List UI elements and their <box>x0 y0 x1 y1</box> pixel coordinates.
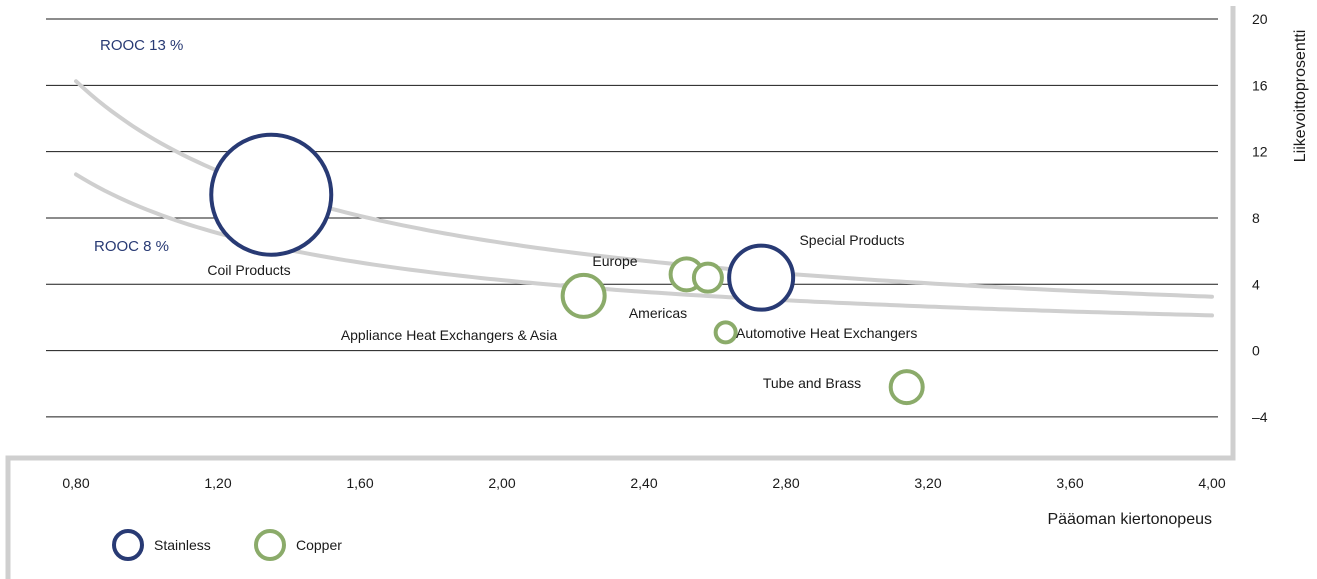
axis-frame <box>5 6 1236 579</box>
bubble-copper <box>560 272 607 319</box>
legend-swatch-stainless <box>112 529 144 561</box>
bubble-label: Coil Products <box>207 262 290 278</box>
x-tick-label: 4,00 <box>1198 475 1225 491</box>
y-tick-label: 4 <box>1252 276 1260 292</box>
bubble-copper <box>713 320 738 345</box>
legend-label: Copper <box>296 537 342 553</box>
x-tick-label: 1,20 <box>204 475 231 491</box>
bubble-label: Tube and Brass <box>763 375 861 391</box>
legend-label: Stainless <box>154 537 211 553</box>
bubble-label: Appliance Heat Exchangers & Asia <box>341 327 558 343</box>
x-tick-label: 2,80 <box>772 475 799 491</box>
bubble-copper <box>691 261 724 294</box>
y-tick-label: 16 <box>1252 77 1268 93</box>
bubble-stainless <box>727 243 796 312</box>
rooc-curve-label: ROOC 13 % <box>100 37 183 54</box>
rooc-curve-label: ROOC 8 % <box>94 238 169 255</box>
bubble-label: Automotive Heat Exchangers <box>736 325 917 341</box>
bubble-label: Europe <box>592 253 637 269</box>
x-tick-label: 2,40 <box>630 475 657 491</box>
chart-frame <box>5 6 1236 579</box>
legend-swatch-copper <box>254 529 286 561</box>
data-points: Coil Products Special Products Europe Ameri… <box>207 132 925 406</box>
y-tick-label: 0 <box>1252 343 1260 359</box>
x-tick-label: 0,80 <box>62 475 89 491</box>
bubble-copper <box>888 369 925 406</box>
x-axis-title: Pääoman kiertonopeus <box>1047 511 1212 528</box>
tick-labels: 0,80 1,20 1,60 2,00 2,40 2,80 3,20 3,60 4,00 20 16… <box>62 11 1267 491</box>
y-tick-label: 12 <box>1252 144 1268 160</box>
y-tick-label: 8 <box>1252 210 1260 226</box>
x-tick-label: 2,00 <box>488 475 515 491</box>
x-tick-label: 3,60 <box>1056 475 1083 491</box>
bubble-label: Americas <box>629 305 687 321</box>
legend: Stainless Copper <box>112 529 342 561</box>
x-tick-label: 3,20 <box>914 475 941 491</box>
y-tick-label: 20 <box>1252 11 1268 27</box>
x-tick-label: 1,60 <box>346 475 373 491</box>
bubble-label: Special Products <box>799 232 904 248</box>
y-axis-title: Liikevoittoprosentti <box>1292 30 1309 163</box>
bubble-stainless <box>209 132 334 257</box>
y-tick-label: –4 <box>1252 409 1268 425</box>
